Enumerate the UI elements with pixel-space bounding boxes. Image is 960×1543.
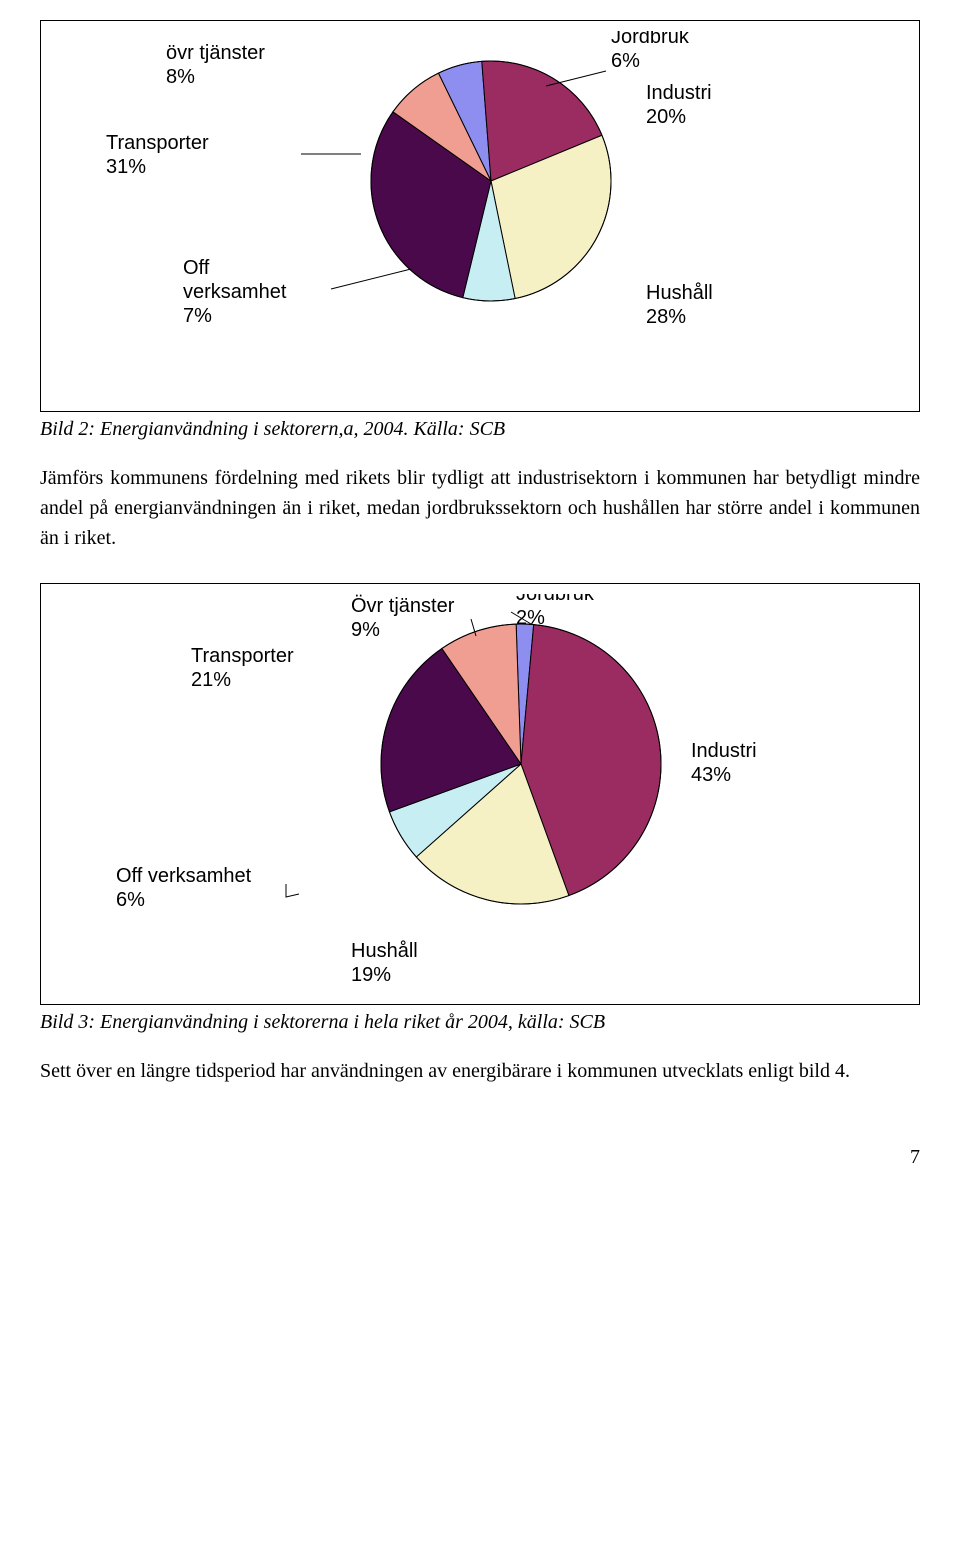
leader-line [331, 269, 411, 289]
chart-label: övr tjänster8% [166, 42, 265, 88]
page-number: 7 [40, 1146, 920, 1169]
chart-label: Hushåll19% [351, 940, 418, 986]
chart-label: Offverksamhet7% [183, 257, 287, 327]
leader-line [286, 884, 299, 897]
chart-label: Off verksamhet6% [116, 865, 252, 911]
chart1-pie: Jordbruk6% Industri20% Hushåll28% Offverksa… [51, 31, 921, 401]
chart-label: Industri20% [646, 82, 712, 128]
chart-label: Jordbruk6% [611, 31, 690, 72]
leader-line [546, 71, 606, 86]
chart1-container: Jordbruk6% Industri20% Hushåll28% Offverksa… [51, 31, 909, 401]
caption-2: Bild 3: Energianvändning i sektorerna i … [40, 1011, 920, 1034]
chart-label: Övr tjänster9% [351, 595, 455, 641]
body-paragraph-2: Sett över en längre tidsperiod har använ… [40, 1056, 920, 1086]
chart-label: Transporter31% [106, 132, 209, 178]
chart2-box: Jordbruk2% Industri43% Hushåll19% Off verks… [40, 583, 920, 1005]
chart1-box: Jordbruk6% Industri20% Hushåll28% Offverksa… [40, 20, 920, 412]
body-paragraph-1: Jämförs kommunens fördelning med rikets … [40, 463, 920, 553]
caption-1: Bild 2: Energianvändning i sektorern,a, … [40, 418, 920, 441]
chart-label: Hushåll28% [646, 282, 713, 328]
chart-label: Transporter21% [191, 645, 294, 691]
chart2-container: Jordbruk2% Industri43% Hushåll19% Off verks… [51, 594, 909, 994]
chart-label: Jordbruk2% [516, 594, 595, 629]
chart-label: Industri43% [691, 740, 757, 786]
chart2-pie: Jordbruk2% Industri43% Hushåll19% Off verks… [51, 594, 921, 994]
